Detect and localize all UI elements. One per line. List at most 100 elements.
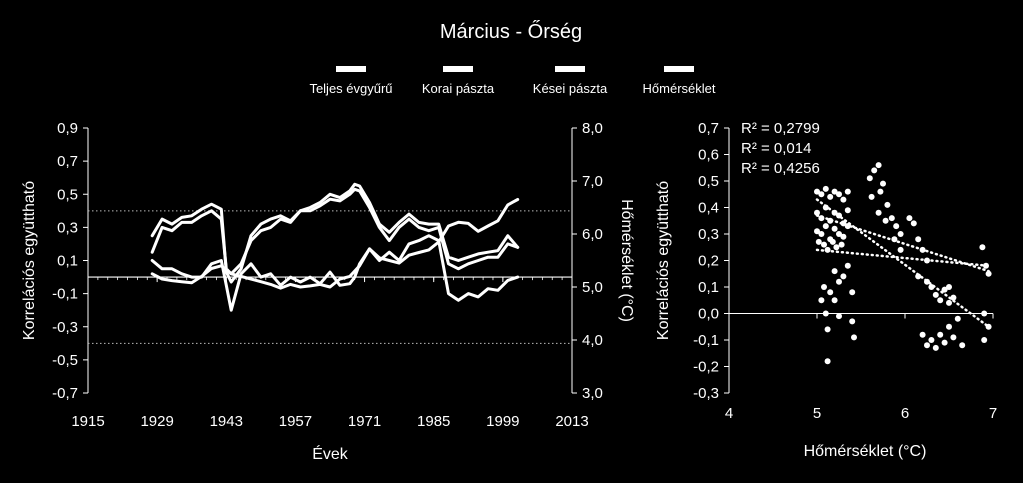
right-y-tick-label-1: 7,0 <box>582 173 603 190</box>
chart-title: Március - Őrség <box>440 20 582 43</box>
scatter-point <box>888 215 895 222</box>
left-y-tick-label-6: -0,3 <box>52 319 78 336</box>
legend-label-0: Teljes évgyűrű <box>309 81 392 96</box>
legend-swatch-0 <box>336 66 366 72</box>
scatter-point <box>814 188 820 195</box>
scatter-point <box>919 331 926 338</box>
legend-swatch-3 <box>664 66 694 72</box>
scatter-point <box>851 334 857 341</box>
scatter-point <box>875 162 882 169</box>
scatter-y-tick-label-0: 0,7 <box>698 120 719 137</box>
scatter-point <box>840 233 847 240</box>
scatter-point <box>893 223 900 230</box>
scatter-point <box>937 297 944 304</box>
right-y-tick-label-5: 3,0 <box>582 385 603 402</box>
scatter-point <box>891 236 898 243</box>
scatter-point <box>941 286 948 293</box>
scatter-point <box>924 278 930 285</box>
scatter-point <box>924 257 930 264</box>
left-y-tick-label-5: -0,1 <box>52 286 78 303</box>
scatter-point <box>836 313 842 320</box>
series-line-2 <box>150 234 520 312</box>
scatter-x-tick-label-0: 4 <box>725 405 733 422</box>
scatter-point <box>954 315 961 322</box>
scatter-point <box>814 209 820 216</box>
scatter-point <box>818 191 825 198</box>
scatter-y-tick-label-9: -0,2 <box>693 359 719 376</box>
legend-label-3: Hőmérséklet <box>643 81 716 96</box>
left-y-tick-label-8: -0,7 <box>52 385 78 402</box>
scatter-point <box>844 223 851 230</box>
scatter-point <box>822 223 829 230</box>
scatter-x-axis-label: Hőmérséklet (°C) <box>804 443 927 460</box>
r2-annotation-1: R² = 0,014 <box>741 140 811 157</box>
scatter-point <box>932 344 939 351</box>
scatter-point <box>814 228 820 235</box>
left-y-tick-label-0: 0,9 <box>57 120 78 137</box>
left-y-tick-label-7: -0,5 <box>52 352 78 369</box>
scatter-point <box>822 310 829 317</box>
scatter-point <box>985 323 992 330</box>
scatter-point <box>849 289 856 296</box>
scatter-point <box>844 262 851 269</box>
r2-annotation-0: R² = 0,2799 <box>741 120 820 137</box>
scatter-point <box>827 193 834 200</box>
scatter-point <box>928 337 935 343</box>
scatter-point <box>818 231 825 237</box>
scatter-y-axis-label: Korrelációs együttható <box>655 181 672 340</box>
scatter-point <box>910 220 917 227</box>
left-y-tick-label-3: 0,3 <box>57 219 78 236</box>
scatter-point <box>831 188 838 195</box>
scatter-point <box>831 209 838 216</box>
scatter-point <box>897 231 904 237</box>
scatter-point <box>897 246 904 253</box>
scatter-point <box>838 241 845 248</box>
scatter-y-tick-label-2: 0,5 <box>698 173 719 190</box>
scatter-point <box>915 273 922 280</box>
scatter-point <box>827 217 834 224</box>
x-axis-label: Évek <box>312 444 349 463</box>
right-y-tick-label-0: 8,0 <box>582 120 603 137</box>
scatter-point <box>840 220 847 227</box>
scatter-point <box>831 225 838 232</box>
x-tick-label-4: 1971 <box>348 413 381 430</box>
scatter-point <box>821 241 827 248</box>
scatter-point <box>818 297 825 304</box>
scatter-point <box>836 212 842 219</box>
scatter-point <box>946 323 952 330</box>
scatter-point <box>822 204 829 211</box>
scatter-point <box>831 297 838 304</box>
left-y-tick-label-2: 0,5 <box>57 186 78 203</box>
y-axis-label: Korrelációs együttható <box>21 181 38 340</box>
scatter-point <box>950 334 957 341</box>
series-line-0 <box>150 187 520 276</box>
scatter-point <box>932 291 939 298</box>
x-tick-label-6: 1999 <box>486 413 519 430</box>
scatter-point <box>824 246 831 253</box>
scatter-point <box>821 284 827 290</box>
r2-annotation-2: R² = 0,4256 <box>741 160 820 177</box>
scatter-point <box>919 246 926 253</box>
scatter-point <box>866 175 873 182</box>
right-y-tick-label-2: 6,0 <box>582 226 603 243</box>
x-tick-label-0: 1915 <box>71 413 104 430</box>
scatter-point <box>868 193 875 200</box>
trendline-1 <box>815 248 990 268</box>
scatter-point <box>824 326 831 333</box>
x-tick-label-3: 1957 <box>279 413 312 430</box>
scatter-point <box>815 238 822 245</box>
trendline-2 <box>815 198 990 328</box>
scatter-y-tick-label-3: 0,4 <box>698 200 719 217</box>
scatter-y-tick-label-10: -0,3 <box>693 385 719 402</box>
scatter-point <box>959 342 966 349</box>
scatter-point <box>979 244 986 251</box>
scatter-point <box>937 331 944 338</box>
left-y-tick-label-1: 0,7 <box>57 153 78 170</box>
scatter-point <box>875 209 882 216</box>
scatter-point <box>946 299 952 306</box>
scatter-x-tick-label-2: 6 <box>901 405 909 422</box>
scatter-point <box>877 188 884 195</box>
scatter-y-tick-label-7: 0,0 <box>698 306 719 323</box>
scatter-point <box>829 238 836 245</box>
